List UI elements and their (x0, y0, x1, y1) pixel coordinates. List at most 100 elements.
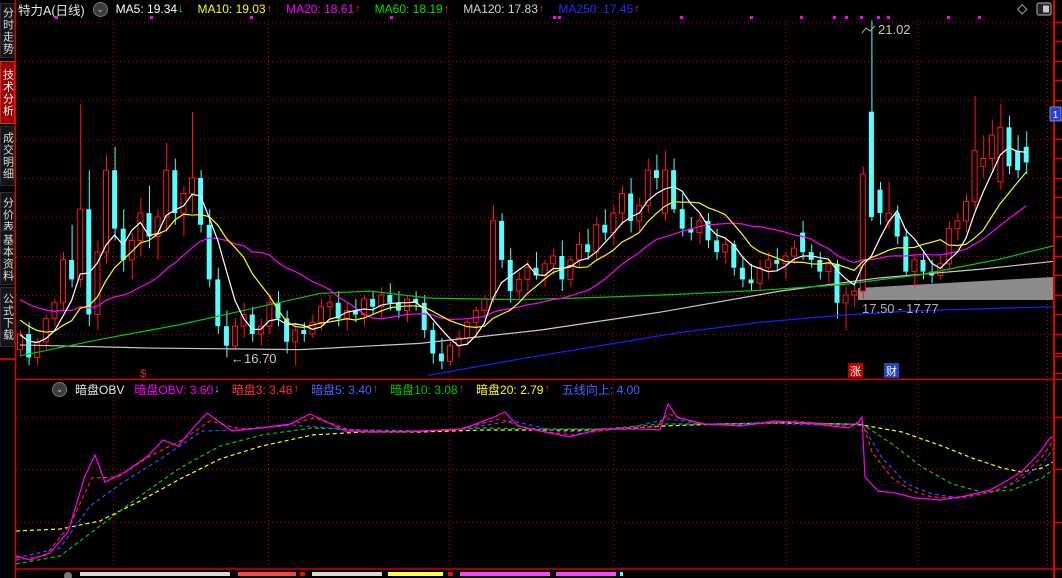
candle-down (739, 267, 745, 280)
sidebar-item-1[interactable]: 技术分析 (0, 61, 15, 124)
candle-up (77, 208, 84, 280)
trend-arrow-icon: ↑ (293, 383, 299, 395)
candle-up (240, 314, 247, 327)
trend-arrow-icon: ↓ (214, 383, 220, 395)
candle-down (679, 209, 685, 229)
marker-1-label: 1 (1053, 110, 1059, 121)
candle-down (731, 244, 737, 268)
ma120-line (19, 260, 1054, 351)
clipped-text-segment (448, 572, 453, 576)
candle-down (628, 193, 634, 221)
candle-up (722, 243, 729, 253)
indicator-value: 暗盘20: 2.79 (476, 382, 544, 397)
signal-dot (558, 16, 561, 19)
diamond-icon[interactable] (1015, 2, 1029, 16)
signal-dot (845, 16, 848, 19)
candle-down (86, 209, 92, 315)
collapse-chevron-icon[interactable]: ⌄ (52, 381, 67, 397)
signal-dot (750, 16, 753, 19)
candle-up (257, 325, 264, 335)
candle-up (842, 294, 849, 304)
candle-down (653, 170, 659, 178)
candle-down (705, 220, 711, 241)
candle-down (301, 330, 307, 334)
candle-down (198, 178, 204, 225)
candle-down (894, 213, 900, 237)
signal-dot (150, 16, 153, 19)
candle-down (868, 111, 874, 217)
candle-up (318, 306, 324, 323)
candle-down (507, 259, 513, 292)
clipped-text-segment (312, 572, 382, 576)
indicator-value: 暗盘10: 3.08 (390, 382, 458, 397)
indicator-legend-item: 暗盘5: 3.40 ↑ (311, 381, 378, 398)
sidebar-item-0[interactable]: 分时走势 (0, 3, 15, 58)
indicator-name[interactable]: 暗盘OBV (75, 382, 125, 397)
ma10-line (19, 171, 1027, 333)
candle-up (232, 325, 238, 347)
gap-band (858, 277, 1053, 300)
candle-down (438, 353, 444, 362)
chart-badge[interactable]: 财 (884, 363, 899, 378)
candle-down (903, 236, 909, 272)
trend-arrow-icon: ↑ (372, 383, 379, 395)
candle-up (791, 247, 797, 257)
ma20-line (19, 205, 1027, 320)
candle-down (69, 259, 75, 280)
obv-line-暗盘5 (15, 418, 1054, 559)
chart-badge[interactable]: 涨 (848, 363, 863, 378)
trend-arrow-icon: ↑ (538, 3, 545, 15)
candle-up (128, 239, 135, 261)
sidebar-item-4[interactable]: 基本资料 (0, 230, 15, 285)
trend-arrow-icon: ↑ (266, 3, 273, 15)
candle-down (335, 302, 341, 319)
trend-arrow-icon: ↓ (178, 3, 184, 15)
sidebar-item-5[interactable]: 公式下载 (0, 287, 15, 347)
signal-dot (680, 16, 683, 19)
candle-up (567, 259, 574, 280)
candle-up (42, 317, 49, 343)
candle-down (688, 228, 694, 233)
candle-up (524, 267, 531, 280)
ma-legend-item: MA20: 18.61 ↑ (286, 2, 361, 16)
candle-up (937, 263, 944, 276)
candle-down (877, 189, 883, 214)
candle-down (499, 220, 505, 260)
candle-up (378, 294, 385, 308)
ma-value: MA20: 18.61 (286, 2, 355, 16)
candle-down (421, 302, 427, 331)
sidebar-item-3[interactable]: 分价表 (0, 192, 15, 237)
sidebar-item-2[interactable]: 成交明细 (0, 126, 15, 186)
candle-down (249, 314, 255, 334)
candle-up (103, 169, 109, 253)
ma-legend-item: MA120: 17.83 ↑ (463, 2, 544, 16)
candle-down (413, 298, 419, 303)
candle-down (1006, 127, 1012, 167)
candle-up (610, 212, 617, 234)
candle-up (550, 255, 557, 265)
candle-down (817, 259, 823, 272)
split-window-icon[interactable] (1036, 2, 1052, 16)
clipped-text-segment (620, 572, 623, 576)
candle-up (980, 158, 987, 167)
collapse-chevron-icon[interactable]: ⌄ (92, 1, 108, 17)
candle-up (576, 243, 582, 261)
candle-up (963, 200, 969, 222)
signal-dot (800, 16, 803, 19)
candle-down (112, 170, 118, 229)
candle-down (146, 213, 152, 237)
signal-dot (390, 16, 393, 19)
signal-dot (947, 16, 950, 19)
candle-down (284, 318, 290, 342)
candle-down (800, 232, 806, 253)
clipped-text-segment (80, 572, 230, 576)
trend-arrow-icon: ↑ (355, 3, 361, 15)
trend-arrow-icon: ↑ (544, 383, 550, 395)
candle-up (266, 302, 273, 327)
candle-up (447, 345, 453, 362)
signal-dot (887, 16, 890, 19)
candle-down (585, 244, 591, 253)
candle-up (34, 341, 41, 358)
candle-up (593, 224, 600, 253)
